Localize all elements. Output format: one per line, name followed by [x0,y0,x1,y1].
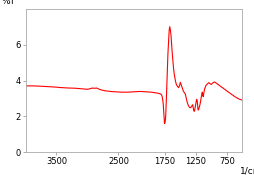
X-axis label: 1/cm: 1/cm [239,167,254,175]
Y-axis label: %T: %T [1,0,15,6]
